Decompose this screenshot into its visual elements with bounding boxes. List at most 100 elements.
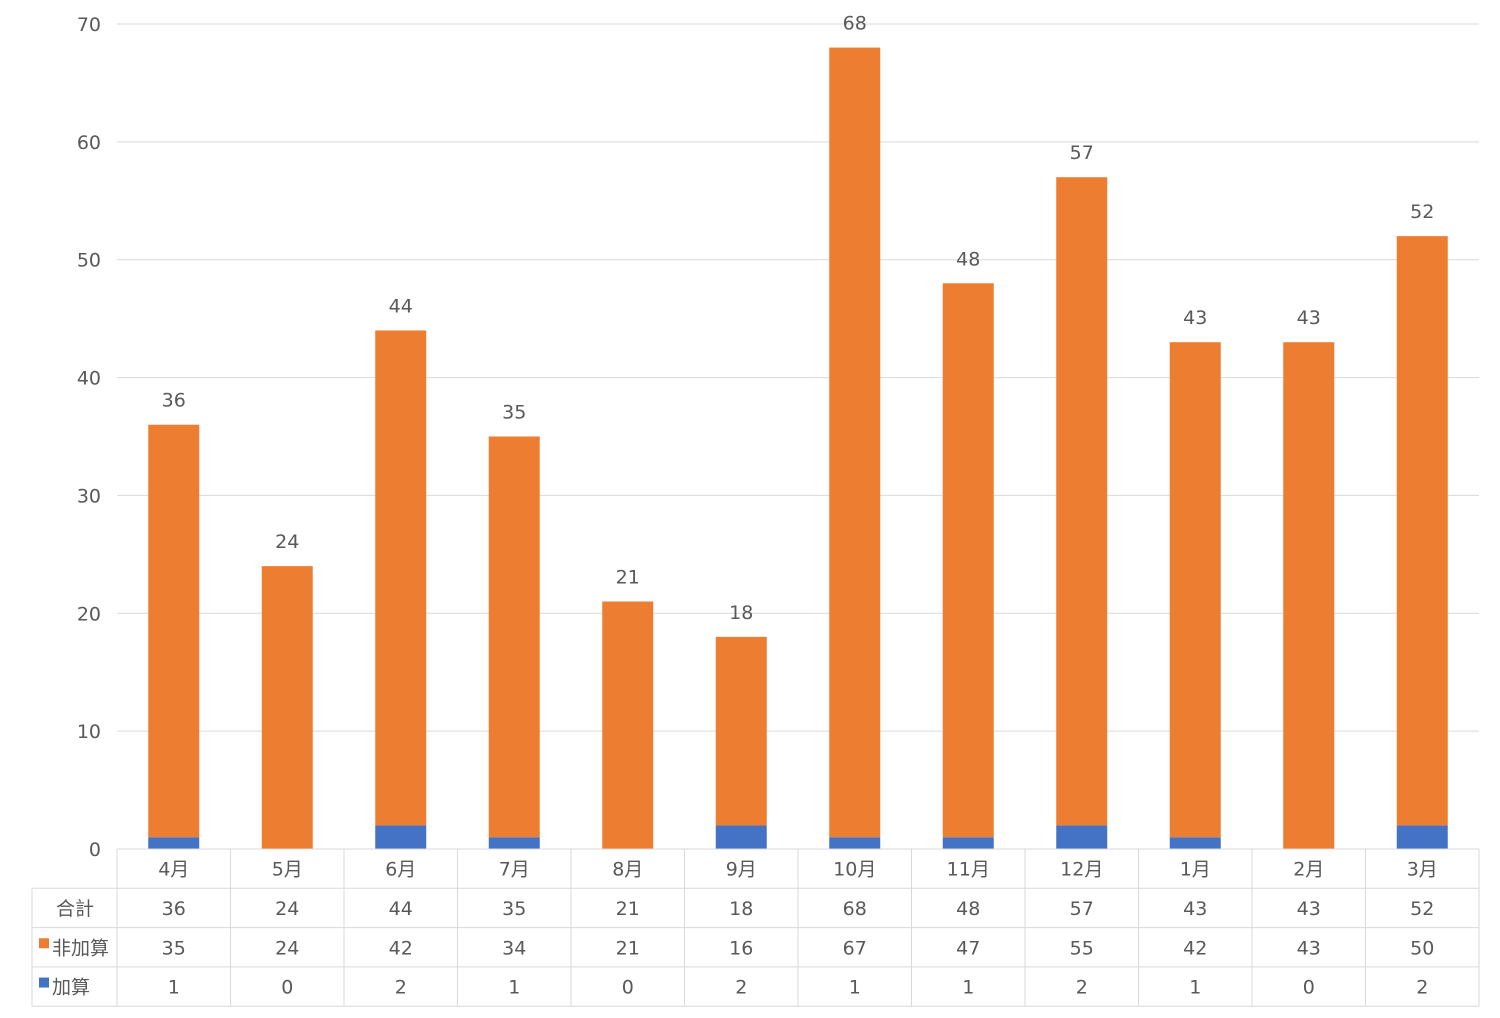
table-cell: 16 bbox=[729, 937, 753, 959]
table-cell: 52 bbox=[1410, 898, 1434, 920]
x-tick-label: 8月 bbox=[612, 859, 643, 881]
x-tick-label: 9月 bbox=[726, 859, 757, 881]
bar-segment-非加算 bbox=[375, 330, 427, 826]
table-cell: 44 bbox=[389, 898, 413, 920]
total-data-label: 68 bbox=[843, 13, 867, 35]
x-tick-label: 11月 bbox=[947, 859, 990, 881]
x-tick-label: 10月 bbox=[833, 859, 876, 881]
bar-segment-加算 bbox=[375, 825, 427, 849]
table-cell: 68 bbox=[843, 898, 867, 920]
table-cell: 18 bbox=[729, 898, 753, 920]
table-cell: 42 bbox=[389, 937, 413, 959]
table-cell: 34 bbox=[502, 937, 526, 959]
total-data-label: 48 bbox=[956, 248, 980, 270]
table-cell: 50 bbox=[1410, 937, 1434, 959]
bar-segment-非加算 bbox=[602, 601, 654, 849]
bar-segment-加算 bbox=[1396, 825, 1448, 849]
table-cell: 1 bbox=[508, 977, 520, 999]
bar-segment-加算 bbox=[1056, 825, 1108, 849]
total-data-label: 18 bbox=[729, 602, 753, 624]
table-cell: 24 bbox=[275, 898, 299, 920]
y-axis: 0 10 20 30 40 50 60 70 bbox=[77, 14, 101, 861]
table-cell: 0 bbox=[622, 977, 634, 999]
total-data-label: 21 bbox=[616, 567, 640, 589]
row-label: 非加算 bbox=[52, 937, 109, 959]
table-cell: 2 bbox=[1416, 977, 1428, 999]
row-label: 合計 bbox=[56, 898, 94, 920]
legend-key bbox=[39, 938, 49, 949]
y-tick-label: 10 bbox=[77, 721, 101, 743]
table-cell: 21 bbox=[616, 898, 640, 920]
x-tick-label: 7月 bbox=[499, 859, 530, 881]
bar-segment-加算 bbox=[715, 825, 767, 849]
total-data-label: 35 bbox=[502, 402, 526, 424]
table-cell: 47 bbox=[956, 937, 980, 959]
total-data-label: 24 bbox=[275, 531, 299, 553]
total-data-label: 57 bbox=[1070, 142, 1094, 164]
table-cell: 43 bbox=[1297, 898, 1321, 920]
table-cell: 67 bbox=[843, 937, 867, 959]
table-cell: 35 bbox=[502, 898, 526, 920]
y-tick-label: 40 bbox=[77, 368, 101, 390]
bar-segment-加算 bbox=[148, 837, 200, 849]
bar-segment-非加算 bbox=[1283, 342, 1335, 849]
table-cell: 43 bbox=[1183, 898, 1207, 920]
y-tick-label: 30 bbox=[77, 485, 101, 507]
bar-segment-非加算 bbox=[1169, 342, 1221, 838]
bars bbox=[148, 47, 1448, 849]
y-tick-label: 70 bbox=[77, 14, 101, 36]
total-data-label: 44 bbox=[389, 295, 413, 317]
y-tick-label: 60 bbox=[77, 132, 101, 154]
table-cell: 2 bbox=[1076, 977, 1088, 999]
table-cell: 1 bbox=[168, 977, 180, 999]
x-tick-label: 4月 bbox=[158, 859, 189, 881]
y-tick-label: 20 bbox=[77, 603, 101, 625]
total-data-label: 52 bbox=[1410, 201, 1434, 223]
table-cell: 1 bbox=[1189, 977, 1201, 999]
legend-key bbox=[39, 977, 49, 988]
table-cell: 57 bbox=[1070, 898, 1094, 920]
bar-segment-非加算 bbox=[1056, 177, 1108, 826]
table-cell: 36 bbox=[162, 898, 186, 920]
table-cell: 21 bbox=[616, 937, 640, 959]
table-cell: 2 bbox=[395, 977, 407, 999]
y-tick-label: 50 bbox=[77, 250, 101, 272]
table-cell: 0 bbox=[281, 977, 293, 999]
x-tick-label: 12月 bbox=[1060, 859, 1103, 881]
total-data-label: 36 bbox=[162, 390, 186, 412]
table-cell: 24 bbox=[275, 937, 299, 959]
table-cell: 1 bbox=[849, 977, 861, 999]
bar-segment-非加算 bbox=[829, 47, 881, 838]
table-cell: 43 bbox=[1297, 937, 1321, 959]
total-data-labels: 36 24 44 35 21 18 68 48 57 43 43 52 bbox=[162, 13, 1435, 624]
table-cell: 2 bbox=[735, 977, 747, 999]
bar-segment-非加算 bbox=[942, 283, 994, 838]
table-cell: 1 bbox=[962, 977, 974, 999]
bar-segment-加算 bbox=[1169, 837, 1221, 849]
bar-segment-加算 bbox=[488, 837, 540, 849]
total-data-label: 43 bbox=[1297, 307, 1321, 329]
bar-segment-非加算 bbox=[1396, 236, 1448, 826]
bar-segment-非加算 bbox=[715, 636, 767, 826]
row-label: 加算 bbox=[52, 977, 90, 999]
bar-segment-加算 bbox=[829, 837, 881, 849]
bar-segment-非加算 bbox=[488, 436, 540, 838]
table-cell: 42 bbox=[1183, 937, 1207, 959]
table-cell: 48 bbox=[956, 898, 980, 920]
gridlines bbox=[117, 23, 1479, 732]
bar-segment-非加算 bbox=[148, 424, 200, 838]
x-tick-label: 1月 bbox=[1180, 859, 1211, 881]
x-tick-label: 5月 bbox=[272, 859, 303, 881]
x-tick-label: 3月 bbox=[1407, 859, 1438, 881]
bar-segment-加算 bbox=[942, 837, 994, 849]
x-tick-label: 6月 bbox=[385, 859, 416, 881]
table-cell: 0 bbox=[1303, 977, 1315, 999]
total-data-label: 43 bbox=[1183, 307, 1207, 329]
x-tick-label: 2月 bbox=[1293, 859, 1324, 881]
y-tick-label: 0 bbox=[89, 839, 101, 861]
table-cell: 35 bbox=[162, 937, 186, 959]
bar-segment-非加算 bbox=[261, 566, 313, 849]
table-cell: 55 bbox=[1070, 937, 1094, 959]
